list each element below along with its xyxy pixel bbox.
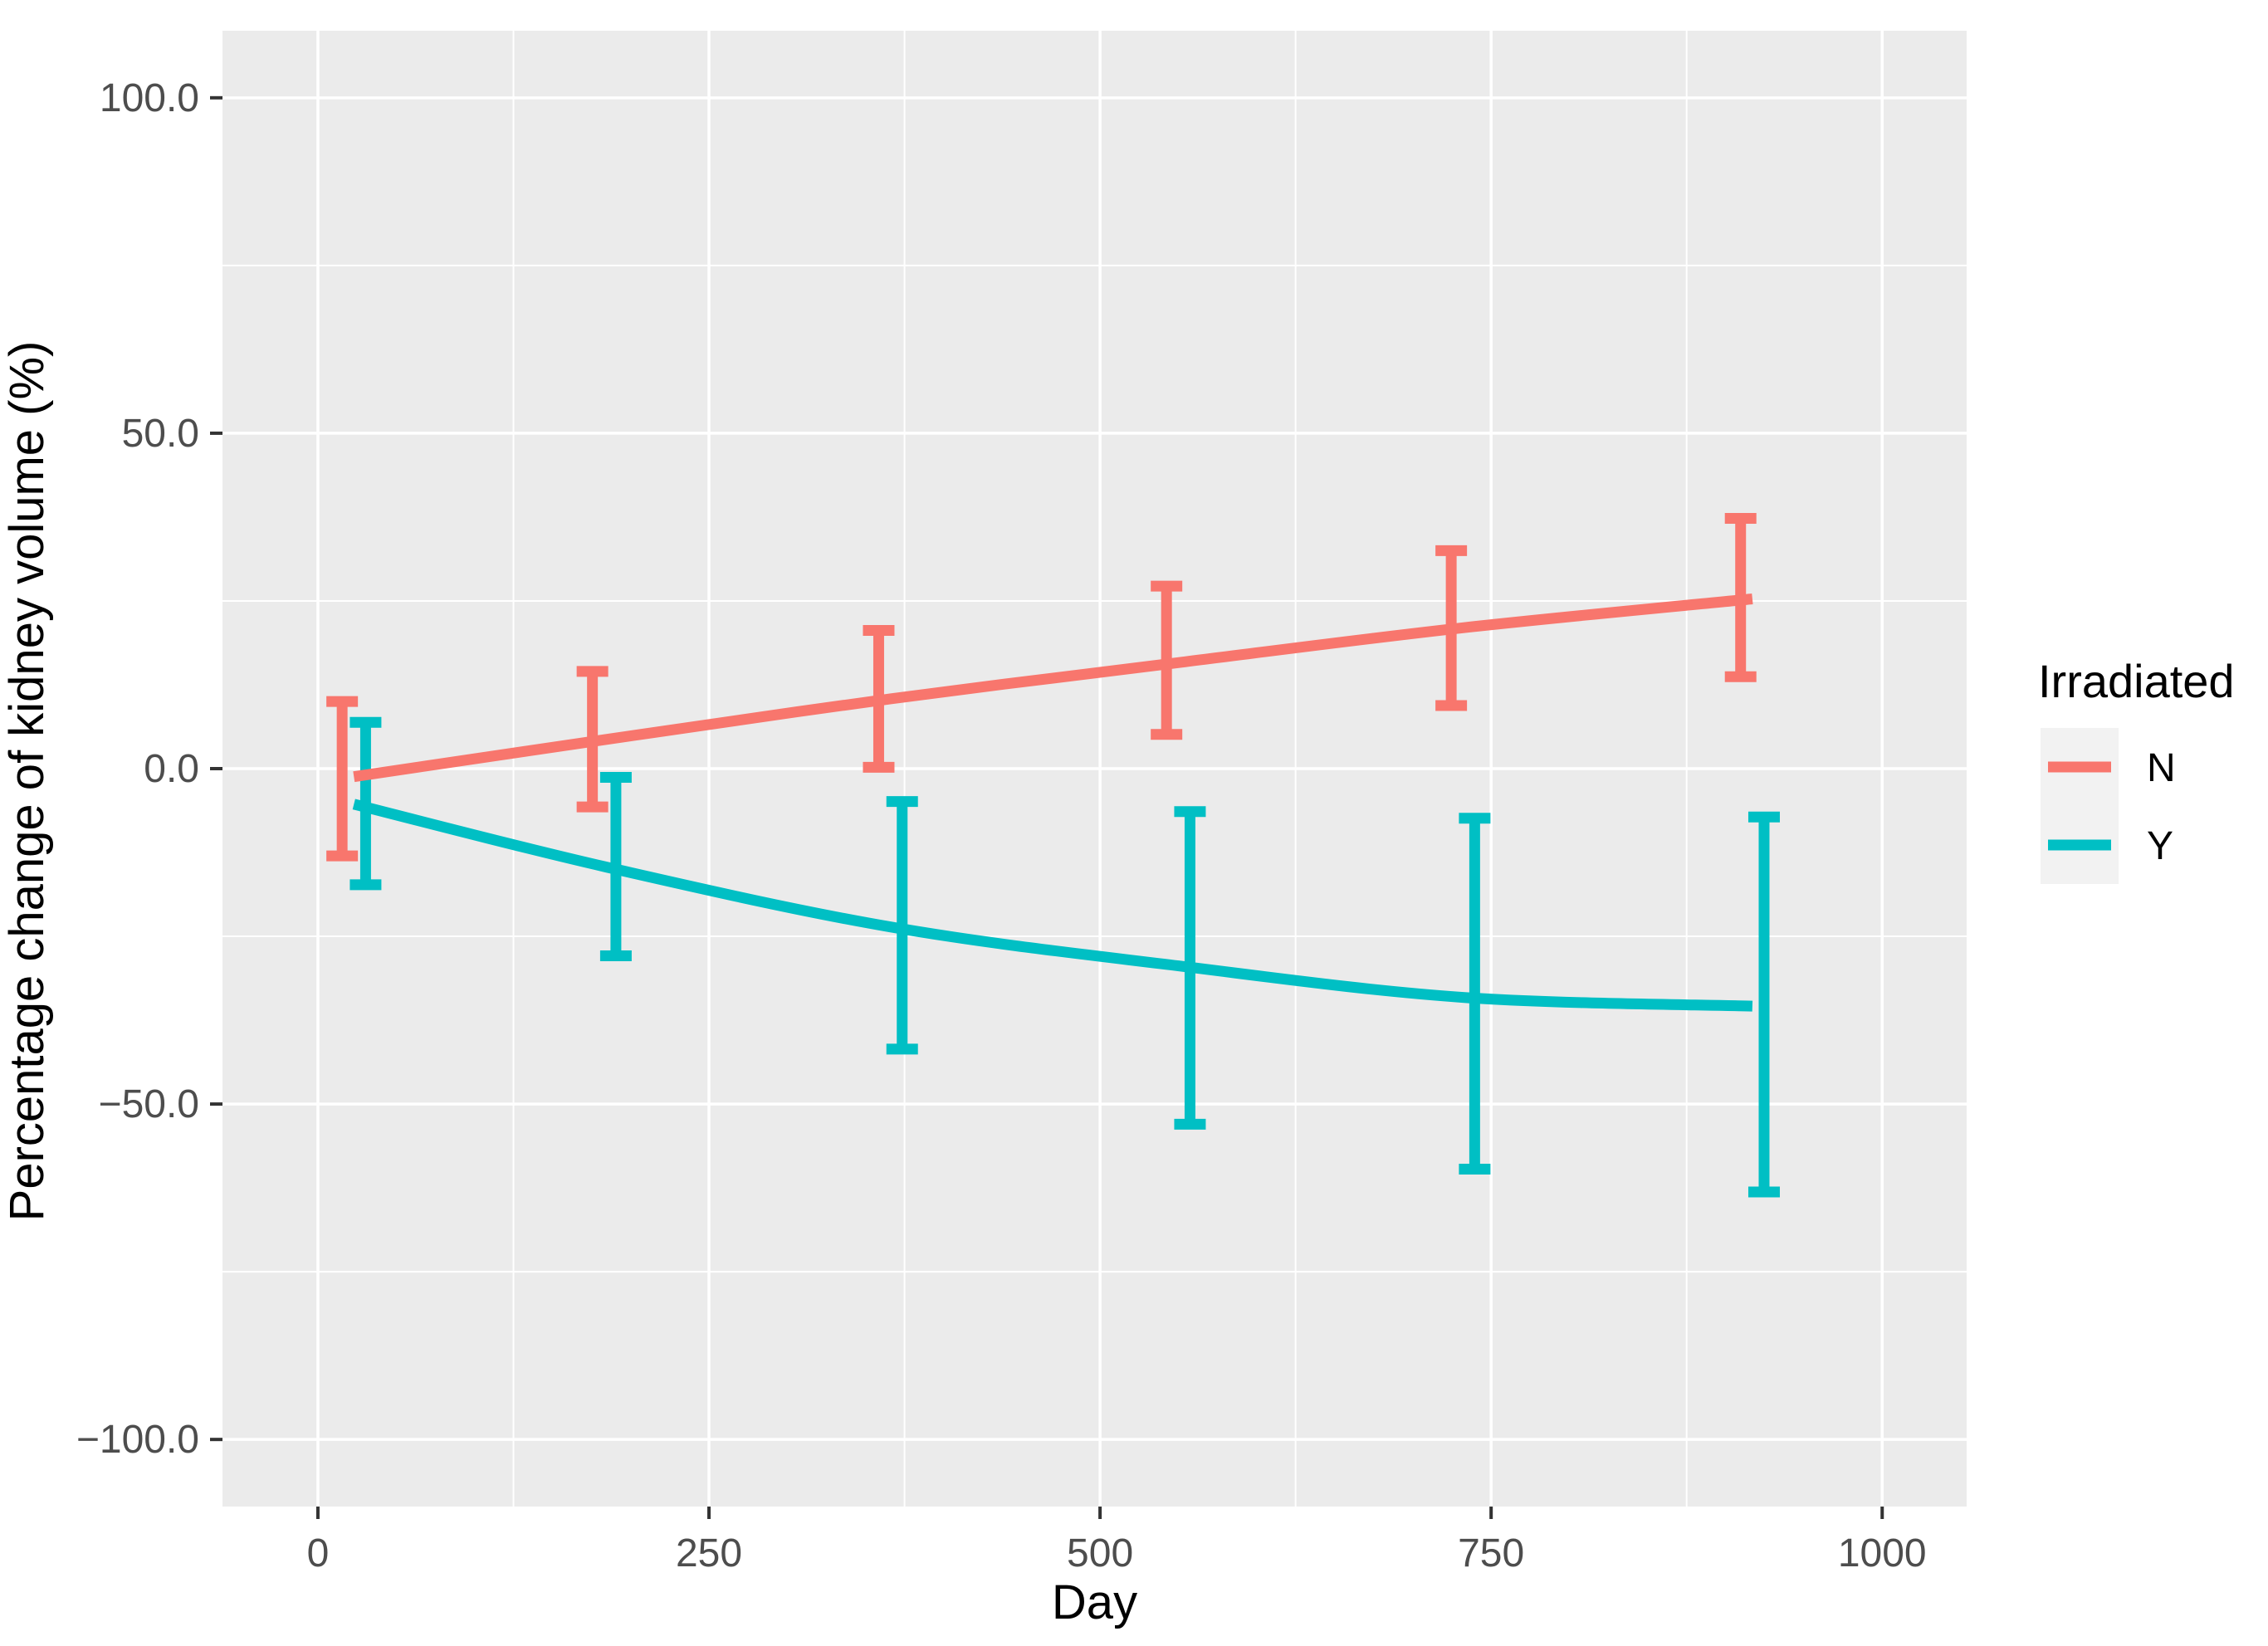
major-gridlines [222, 31, 1967, 1507]
x-tick-label: 1000 [1838, 1531, 1927, 1575]
legend-label-N: N [2147, 746, 2176, 790]
series-line-Y [352, 799, 1753, 1012]
x-axis-title: Day [1052, 1575, 1137, 1629]
series-line-N [353, 593, 1753, 783]
y-tick-label: 100.0 [100, 76, 199, 120]
axis-ticks: 100.0 50.0 0.0 −50.0 −100.0 0 250 500 750 1000 [76, 76, 1927, 1575]
y-tick-label: 50.0 [122, 412, 199, 456]
legend-title: Irradiated [2038, 655, 2235, 707]
y-tick-label: 0.0 [144, 747, 199, 791]
x-tick-label: 0 [307, 1531, 330, 1575]
y-axis-title: Percentage change of kidney volume (%) [0, 341, 54, 1222]
x-tick-label: 500 [1067, 1531, 1133, 1575]
x-tick-label: 750 [1458, 1531, 1524, 1575]
legend: Irradiated N Y [2038, 655, 2235, 884]
legend-label-Y: Y [2147, 824, 2173, 868]
error-bars-Y [349, 716, 1780, 1198]
error-bars-N [326, 513, 1757, 862]
y-tick-label: −100.0 [76, 1418, 199, 1462]
x-tick-label: 250 [676, 1531, 742, 1575]
y-tick-label: −50.0 [99, 1082, 199, 1126]
plot-panel: 100.0 50.0 0.0 −50.0 −100.0 0 250 500 750 1000 [76, 31, 1967, 1575]
